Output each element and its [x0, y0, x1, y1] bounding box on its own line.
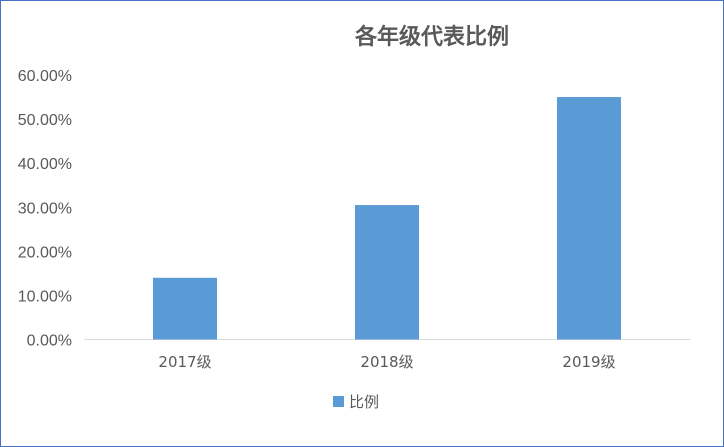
bar	[355, 205, 419, 340]
x-tick-label: 2018级	[360, 353, 413, 371]
x-axis-categories: 2017级 2018级 2019级	[158, 353, 615, 371]
x-tick-label: 2017级	[158, 353, 211, 371]
bars	[153, 97, 621, 340]
y-tick-label: 40.00%	[18, 156, 72, 173]
legend-label: 比例	[349, 393, 379, 411]
y-tick-label: 60.00%	[18, 68, 72, 85]
y-tick-label: 30.00%	[18, 200, 72, 217]
y-tick-label: 0.00%	[27, 333, 72, 350]
x-tick-label: 2019级	[562, 353, 615, 371]
chart-title: 各年级代表比例	[354, 24, 509, 50]
bar	[557, 97, 621, 340]
y-tick-label: 20.00%	[18, 244, 72, 261]
legend: 比例	[333, 393, 379, 411]
y-axis-ticks: 0.00% 10.00% 20.00% 30.00% 40.00% 50.00% 60.00…	[18, 68, 72, 350]
y-tick-label: 50.00%	[18, 112, 72, 129]
y-tick-label: 10.00%	[18, 288, 72, 305]
legend-swatch	[333, 396, 344, 407]
bar	[153, 277, 217, 340]
